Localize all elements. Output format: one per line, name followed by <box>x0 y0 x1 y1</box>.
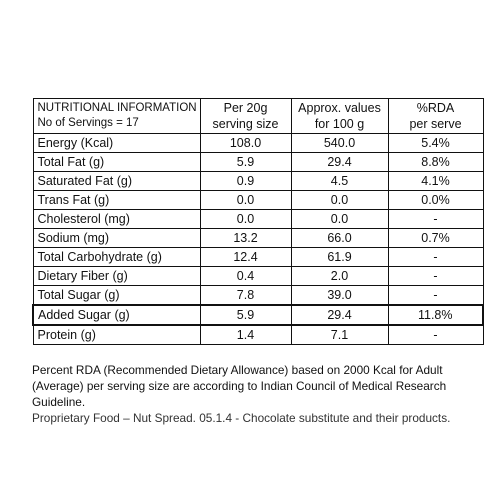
nutrient-name: Protein (g) <box>32 324 201 345</box>
rda-value: 0.0% <box>387 190 484 210</box>
per-100g-value: 61.9 <box>290 247 389 267</box>
per-100g-value: 29.4 <box>290 304 389 326</box>
rda-value: 0.7% <box>387 228 484 248</box>
per-serving-value: 13.2 <box>199 228 292 248</box>
per-serving-value: 0.0 <box>199 209 292 229</box>
rda-value: - <box>387 209 484 229</box>
table-row: Trans Fat (g) 0.0 0.0 0.0% <box>32 190 484 210</box>
header-per-serving-line1: Per 20g <box>223 101 268 115</box>
header-per-serving-line2: serving size <box>212 117 279 131</box>
per-100g-value: 7.1 <box>290 324 389 345</box>
table-header-row: NUTRITIONAL INFORMATION No of Servings =… <box>32 98 484 134</box>
nutrient-name: Saturated Fat (g) <box>32 171 201 191</box>
per-100g-value: 540.0 <box>290 133 389 153</box>
per-100g-value: 39.0 <box>290 285 389 306</box>
nutrient-name: Total Sugar (g) <box>32 285 201 306</box>
nutrient-name: Trans Fat (g) <box>32 190 201 210</box>
header-per-100g-line1: Approx. values <box>298 101 381 115</box>
header-rda: %RDA per serve <box>387 98 484 134</box>
per-serving-value: 7.8 <box>199 285 292 306</box>
header-rda-line1: %RDA <box>416 101 455 115</box>
header-title: NUTRITIONAL INFORMATION <box>37 102 197 114</box>
per-100g-value: 2.0 <box>290 266 389 286</box>
rda-value: 4.1% <box>387 171 484 191</box>
table-row: Cholesterol (mg) 0.0 0.0 - <box>32 209 484 229</box>
nutrient-name: Total Carbohydrate (g) <box>32 247 201 267</box>
per-serving-value: 12.4 <box>199 247 292 267</box>
rda-value: 11.8% <box>387 304 484 326</box>
table-row: Total Sugar (g) 7.8 39.0 - <box>32 285 484 306</box>
nutrient-name: Total Fat (g) <box>32 152 201 172</box>
per-100g-value: 66.0 <box>290 228 389 248</box>
per-100g-value: 0.0 <box>290 209 389 229</box>
per-100g-value: 4.5 <box>290 171 389 191</box>
per-serving-value: 0.9 <box>199 171 292 191</box>
nutrient-name: Dietary Fiber (g) <box>32 266 201 286</box>
per-serving-value: 0.4 <box>199 266 292 286</box>
food-category-note: Proprietary Food – Nut Spread. 05.1.4 - … <box>32 411 451 425</box>
header-per-100g-line2: for 100 g <box>314 117 365 131</box>
table-row: Sodium (mg) 13.2 66.0 0.7% <box>32 228 484 248</box>
header-nutritional-information: NUTRITIONAL INFORMATION No of Servings =… <box>32 98 201 134</box>
nutrient-name: Added Sugar (g) <box>32 304 201 326</box>
table-row-added-sugar: Added Sugar (g) 5.9 29.4 11.8% <box>32 304 484 326</box>
table-row: Saturated Fat (g) 0.9 4.5 4.1% <box>32 171 484 191</box>
per-serving-value: 5.9 <box>199 152 292 172</box>
nutrient-name: Energy (Kcal) <box>32 133 201 153</box>
rda-value: - <box>387 266 484 286</box>
table-row: Total Carbohydrate (g) 12.4 61.9 - <box>32 247 484 267</box>
rda-value: 8.8% <box>387 152 484 172</box>
per-serving-value: 5.9 <box>199 304 292 326</box>
per-serving-value: 108.0 <box>199 133 292 153</box>
table-row: Total Fat (g) 5.9 29.4 8.8% <box>32 152 484 172</box>
per-100g-value: 29.4 <box>290 152 389 172</box>
per-100g-value: 0.0 <box>290 190 389 210</box>
footnotes: Percent RDA (Recommended Dietary Allowan… <box>32 362 482 426</box>
header-per-serving: Per 20g serving size <box>199 98 292 134</box>
header-servings-count: No of Servings = 17 <box>37 117 139 129</box>
rda-value: - <box>387 324 484 345</box>
header-rda-line2: per serve <box>409 117 462 131</box>
per-serving-value: 0.0 <box>199 190 292 210</box>
nutrient-name: Sodium (mg) <box>32 228 201 248</box>
table-row: Dietary Fiber (g) 0.4 2.0 - <box>32 266 484 286</box>
per-serving-value: 1.4 <box>199 324 292 345</box>
rda-value: 5.4% <box>387 133 484 153</box>
header-per-100g: Approx. values for 100 g <box>290 98 389 134</box>
rda-value: - <box>387 285 484 306</box>
nutrient-name: Cholesterol (mg) <box>32 209 201 229</box>
rda-value: - <box>387 247 484 267</box>
rda-footnote: Percent RDA (Recommended Dietary Allowan… <box>32 363 447 409</box>
nutrition-facts-table: NUTRITIONAL INFORMATION No of Servings =… <box>32 98 484 345</box>
table-row: Energy (Kcal) 108.0 540.0 5.4% <box>32 133 484 153</box>
table-row: Protein (g) 1.4 7.1 - <box>32 324 484 345</box>
